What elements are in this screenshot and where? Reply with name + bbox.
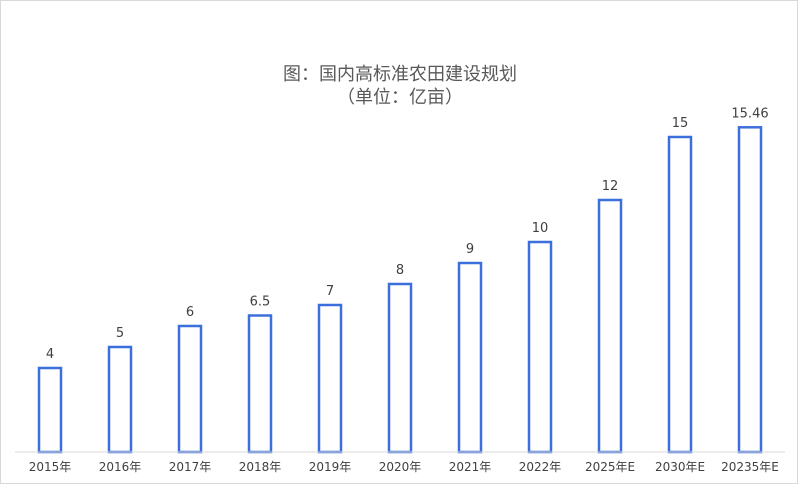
x-tick-label-9: 2030年E [655, 460, 705, 474]
data-label-1: 5 [116, 326, 124, 341]
bar-10 [737, 126, 763, 454]
data-label-8: 12 [602, 179, 619, 194]
data-label-0: 4 [46, 347, 54, 362]
data-label-6: 9 [466, 242, 474, 257]
x-tick-label-3: 2018年 [239, 460, 282, 474]
data-label-7: 10 [532, 221, 549, 236]
bar-7 [527, 240, 553, 454]
bar-4 [317, 303, 343, 454]
data-label-5: 8 [396, 263, 404, 278]
bar-9 [667, 135, 693, 454]
x-tick-label-4: 2019年 [309, 460, 352, 474]
bar-6 [457, 261, 483, 454]
data-label-4: 7 [326, 284, 334, 299]
chart-subtitle: （单位：亿亩） [337, 87, 463, 108]
x-tick-label-1: 2016年 [99, 460, 142, 474]
x-tick-label-10: 20235年E [721, 460, 779, 474]
bars-group [37, 126, 763, 454]
bar-5 [387, 282, 413, 454]
x-tick-label-7: 2022年 [519, 460, 562, 474]
data-label-9: 15 [672, 116, 689, 131]
data-label-3: 6.5 [250, 295, 271, 310]
data-label-10: 15.46 [731, 106, 768, 121]
x-tick-label-0: 2015年 [29, 460, 72, 474]
bar-8 [597, 198, 623, 454]
chart-title: 图：国内高标准农田建设规划 [283, 64, 517, 85]
data-labels-group: 4 5 6 6.5 7 8 9 10 12 15 15.46 [46, 106, 769, 362]
x-tick-label-2: 2017年 [169, 460, 212, 474]
x-tick-label-5: 2020年 [379, 460, 422, 474]
bar-1 [107, 345, 133, 454]
x-tick-label-8: 2025年E [585, 460, 635, 474]
bar-3 [247, 314, 273, 454]
x-tick-labels-group: 2015年 2016年 2017年 2018年 2019年 2020年 2021年 2022年… [29, 460, 779, 474]
bar-2 [177, 324, 203, 454]
data-label-2: 6 [186, 305, 194, 320]
bar-0 [37, 366, 63, 454]
x-tick-label-6: 2021年 [449, 460, 492, 474]
